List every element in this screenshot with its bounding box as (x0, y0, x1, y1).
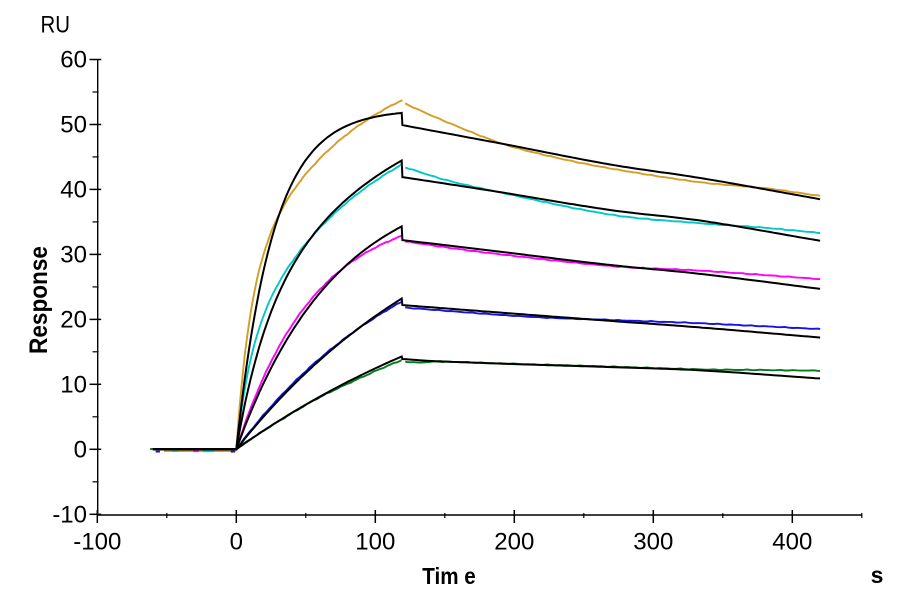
svg-text:100: 100 (355, 528, 395, 555)
svg-text:50: 50 (60, 112, 87, 139)
svg-text:0: 0 (74, 437, 87, 464)
svg-text:10: 10 (60, 372, 87, 399)
svg-text:Tim e: Tim e (422, 563, 476, 589)
svg-text:s: s (871, 562, 884, 588)
svg-text:40: 40 (60, 177, 87, 204)
svg-text:-100: -100 (73, 528, 121, 555)
svg-text:Response: Response (25, 246, 53, 354)
svg-text:20: 20 (60, 307, 87, 334)
svg-text:-10: -10 (52, 502, 87, 529)
svg-text:60: 60 (60, 47, 87, 74)
svg-text:300: 300 (633, 528, 673, 555)
svg-text:RU: RU (41, 11, 71, 38)
svg-text:0: 0 (230, 528, 243, 555)
svg-text:30: 30 (60, 242, 87, 269)
svg-text:200: 200 (494, 528, 534, 555)
svg-text:400: 400 (772, 528, 812, 555)
